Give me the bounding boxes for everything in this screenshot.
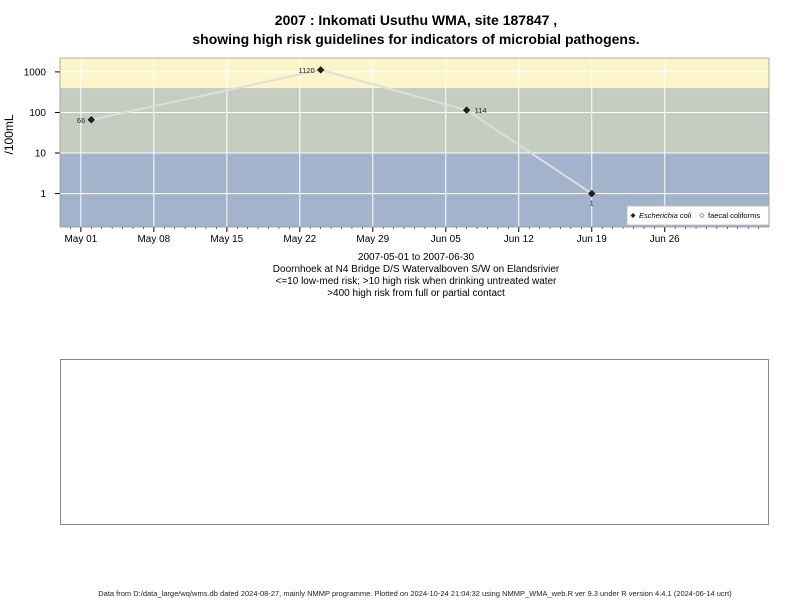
- y-axis-label: /100mL: [2, 114, 16, 154]
- data-label: 1120: [299, 66, 315, 75]
- x-tick-label: May 22: [283, 234, 316, 245]
- data-point: [588, 189, 596, 198]
- legend-marker: [630, 212, 636, 219]
- x-tick-label: May 29: [356, 234, 389, 245]
- legend-label: Escherichia coli: [639, 211, 691, 220]
- data-point: [463, 106, 471, 114]
- x-tick-label: Jun 12: [504, 234, 534, 245]
- legend-marker: [699, 212, 705, 219]
- guideline-caption-2: >400 high risk from full or partial cont…: [327, 288, 505, 299]
- empty-plot-panel: [60, 359, 769, 525]
- risk-band-0: [60, 58, 769, 89]
- footer-note: Data from D:/data_large/wq/wms.db dated …: [98, 589, 732, 598]
- x-tick-label: Jun 19: [577, 234, 607, 245]
- data-label: 1: [590, 199, 594, 208]
- data-point: [317, 66, 325, 74]
- site-name-caption: Doornhoek at N4 Bridge D/S Watervalboven…: [272, 264, 560, 275]
- data-label: 114: [475, 106, 487, 115]
- x-tick-label: May 08: [137, 234, 170, 245]
- y-tick-label: 100: [29, 108, 46, 119]
- data-point: [87, 116, 95, 124]
- legend-label: faecal coliforms: [708, 211, 760, 220]
- x-tick-label: Jun 05: [431, 234, 461, 245]
- date-range-caption: 2007-05-01 to 2007-06-30: [357, 252, 475, 263]
- plot-frame: [59, 57, 770, 228]
- x-tick-label: May 15: [210, 234, 243, 245]
- y-tick-label: 1000: [24, 67, 47, 78]
- chart-subtitle: showing high risk guidelines for indicat…: [192, 31, 640, 47]
- x-tick-label: Jun 26: [650, 234, 680, 245]
- chart-title: 2007 : Inkomati Usuthu WMA, site 187847 …: [274, 12, 558, 28]
- chart-plot: May 01 May 08 May 15 May 22 May 29 Jun 05 Jun …: [2, 57, 770, 245]
- y-tick-label: 1: [40, 189, 46, 200]
- y-tick-label: 10: [35, 149, 47, 160]
- risk-band-1: [60, 88, 769, 154]
- guideline-caption-1: <=10 low-med risk; >10 high risk when dr…: [275, 276, 557, 287]
- data-label: 66: [77, 116, 85, 125]
- series-line-0: [91, 68, 593, 195]
- x-tick-label: May 01: [64, 234, 97, 245]
